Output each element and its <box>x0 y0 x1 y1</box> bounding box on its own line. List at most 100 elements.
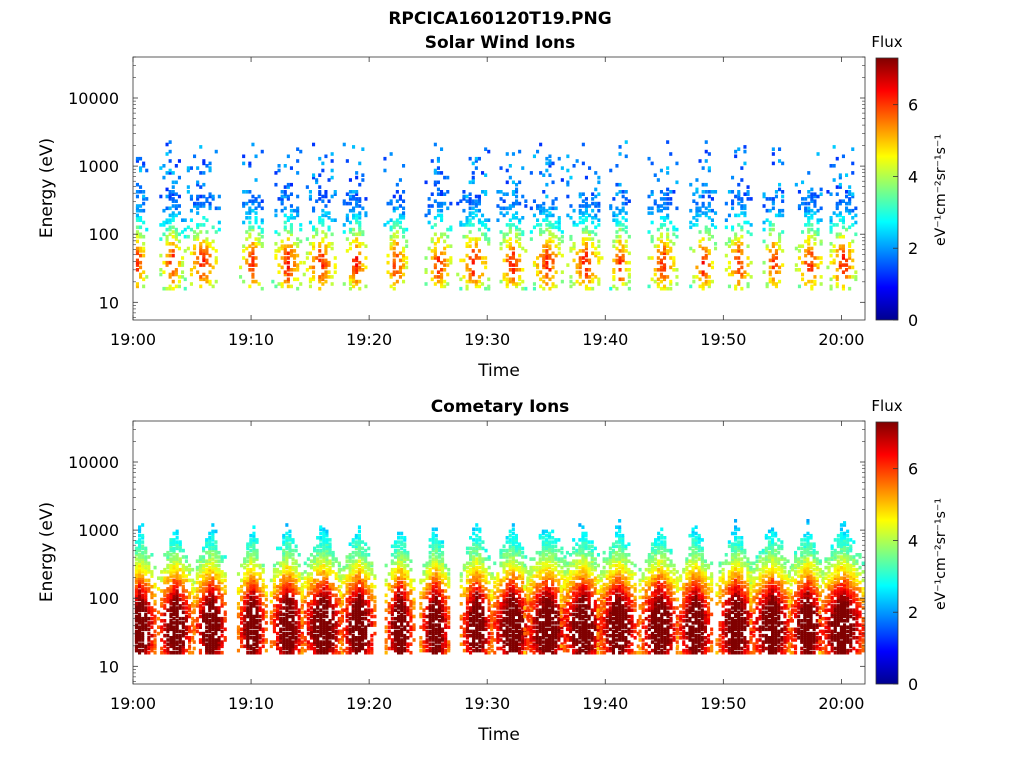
flux-cell <box>342 574 346 578</box>
flux-cell <box>348 190 352 194</box>
flux-cell <box>299 282 303 286</box>
flux-cell <box>331 561 335 566</box>
flux-cell <box>135 268 139 272</box>
flux-cell <box>621 216 625 220</box>
flux-cell <box>666 216 670 220</box>
flux-cell <box>243 599 247 604</box>
flux-cell <box>163 570 167 574</box>
flux-cell <box>138 608 142 612</box>
flux-cell <box>294 584 298 589</box>
flux-cell <box>835 223 839 227</box>
flux-cell <box>521 268 525 272</box>
flux-cell <box>196 211 200 215</box>
flux-cell <box>322 629 326 634</box>
flux-cell <box>217 576 221 580</box>
flux-cell <box>357 602 361 606</box>
flux-cell <box>169 572 173 576</box>
flux-cell <box>841 154 845 159</box>
flux-cell <box>367 602 371 606</box>
flux-cell <box>242 161 246 166</box>
flux-cell <box>150 640 154 644</box>
flux-cell <box>254 178 258 182</box>
flux-cell <box>181 230 185 234</box>
flux-cell <box>285 576 289 580</box>
flux-cell <box>134 619 138 623</box>
flux-cell <box>390 644 394 649</box>
flux-cell <box>403 608 407 612</box>
flux-cell <box>214 279 218 284</box>
flux-cell <box>255 578 259 583</box>
flux-cell <box>727 213 731 218</box>
flux-cell <box>159 166 163 170</box>
flux-cell <box>508 242 512 246</box>
flux-cell <box>659 168 663 173</box>
flux-cell <box>737 190 741 194</box>
flux-cell <box>255 553 259 557</box>
flux-cell <box>584 208 588 213</box>
flux-cell <box>355 268 359 272</box>
flux-cell <box>285 608 289 612</box>
flux-cell <box>163 593 167 598</box>
flux-cell <box>208 584 212 589</box>
flux-cell <box>487 286 491 291</box>
flux-cell <box>252 642 256 646</box>
flux-cell <box>804 249 808 253</box>
flux-cell <box>283 258 287 263</box>
flux-cell <box>578 216 582 220</box>
flux-cell <box>355 199 359 203</box>
flux-cell <box>778 244 782 248</box>
flux-cell <box>261 602 265 606</box>
flux-cell <box>191 602 195 606</box>
flux-cell <box>178 557 182 561</box>
flux-cell <box>166 580 170 585</box>
flux-cell <box>286 251 290 256</box>
flux-cell <box>669 239 673 244</box>
flux-cell <box>351 570 355 574</box>
flux-cell <box>597 239 601 244</box>
flux-cell <box>851 258 855 263</box>
flux-cell <box>409 602 413 606</box>
flux-cell <box>364 213 368 218</box>
flux-cell <box>289 213 293 218</box>
flux-cell <box>214 567 218 572</box>
flux-cell <box>548 256 552 260</box>
flux-cell <box>183 249 187 253</box>
flux-cell <box>545 156 549 161</box>
flux-cell <box>258 587 262 591</box>
flux-cell <box>351 642 355 646</box>
flux-cell <box>801 277 805 282</box>
flux-cell <box>138 648 142 653</box>
flux-cell <box>142 246 146 251</box>
flux-cell <box>801 260 805 265</box>
flux-cell <box>508 277 512 282</box>
flux-cell <box>189 218 193 222</box>
flux-cell <box>288 572 292 576</box>
flux-cell <box>279 570 283 574</box>
flux-cell <box>816 194 820 199</box>
flux-cell <box>462 197 466 201</box>
flux-cell <box>400 606 404 610</box>
flux-cell <box>321 168 325 173</box>
flux-cell <box>279 546 283 551</box>
flux-cell <box>171 270 175 274</box>
flux-cell <box>845 190 849 194</box>
flux-cell <box>322 642 326 646</box>
flux-cell <box>291 623 295 627</box>
flux-cell <box>205 625 209 629</box>
flux-cell <box>392 232 396 237</box>
flux-cell <box>286 216 290 220</box>
flux-cell <box>252 565 256 570</box>
flux-cell <box>291 557 295 561</box>
flux-cell <box>734 154 738 159</box>
flux-cell <box>255 629 259 634</box>
flux-cell <box>202 610 206 615</box>
flux-cell <box>205 251 209 256</box>
flux-cell <box>566 194 570 199</box>
flux-cell <box>838 182 842 187</box>
flux-cell <box>214 638 218 642</box>
flux-cell <box>386 270 390 274</box>
flux-cell <box>854 220 858 225</box>
flux-cell <box>689 208 693 213</box>
flux-cell <box>591 216 595 220</box>
flux-cell <box>548 154 552 159</box>
